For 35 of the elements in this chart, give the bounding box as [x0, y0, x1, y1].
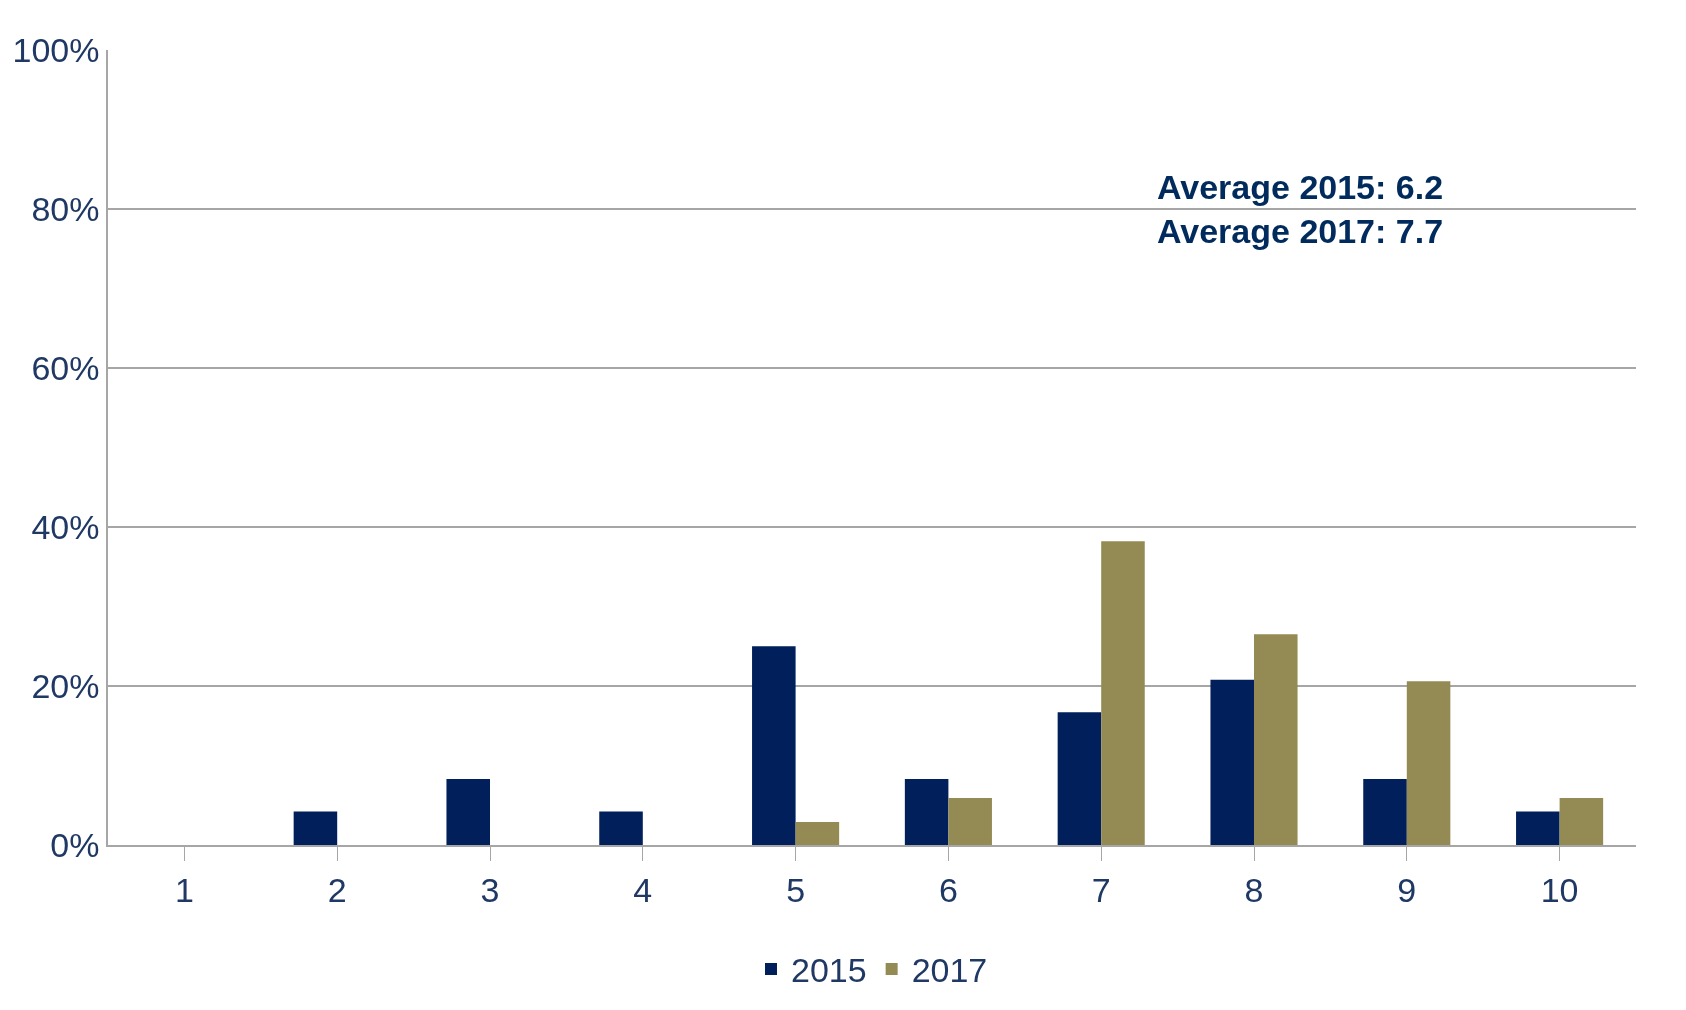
y-tick-label: 100%	[12, 30, 100, 69]
y-tick-label: 20%	[31, 666, 100, 705]
bar	[1057, 712, 1102, 845]
x-tick-label: 1	[174, 870, 194, 909]
x-tick-label: 4	[633, 870, 653, 909]
bar	[1559, 798, 1604, 845]
x-tick-label: 8	[1244, 870, 1264, 909]
bar	[752, 646, 796, 845]
bar	[1516, 811, 1560, 845]
bar	[1210, 679, 1254, 845]
x-tick-label: 10	[1540, 870, 1579, 909]
bar	[904, 779, 949, 845]
y-tick-label: 60%	[31, 348, 100, 387]
x-tick-label: 7	[1091, 870, 1111, 909]
bar	[599, 811, 643, 845]
bar	[293, 811, 338, 845]
legend-label: 2015	[791, 951, 867, 990]
y-tick-label: 0%	[50, 825, 100, 864]
y-tick-label: 80%	[31, 189, 100, 228]
bar	[1406, 681, 1451, 845]
annotation: Average 2015: 6.2	[1157, 168, 1444, 206]
bar	[446, 779, 490, 845]
bar	[1254, 634, 1298, 845]
x-tick-label: 3	[480, 870, 500, 909]
x-tick-label: 6	[938, 870, 958, 909]
bar	[795, 821, 840, 845]
bar	[1101, 541, 1145, 845]
x-tick-label: 2	[327, 870, 347, 909]
x-tick-label: 9	[1397, 870, 1417, 909]
x-tick-label: 5	[786, 870, 806, 909]
annotation: Average 2017: 7.7	[1157, 212, 1444, 251]
legend-label: 2017	[911, 951, 988, 990]
bar	[948, 798, 992, 845]
y-tick-label: 40%	[31, 507, 100, 546]
bar	[1363, 779, 1407, 845]
